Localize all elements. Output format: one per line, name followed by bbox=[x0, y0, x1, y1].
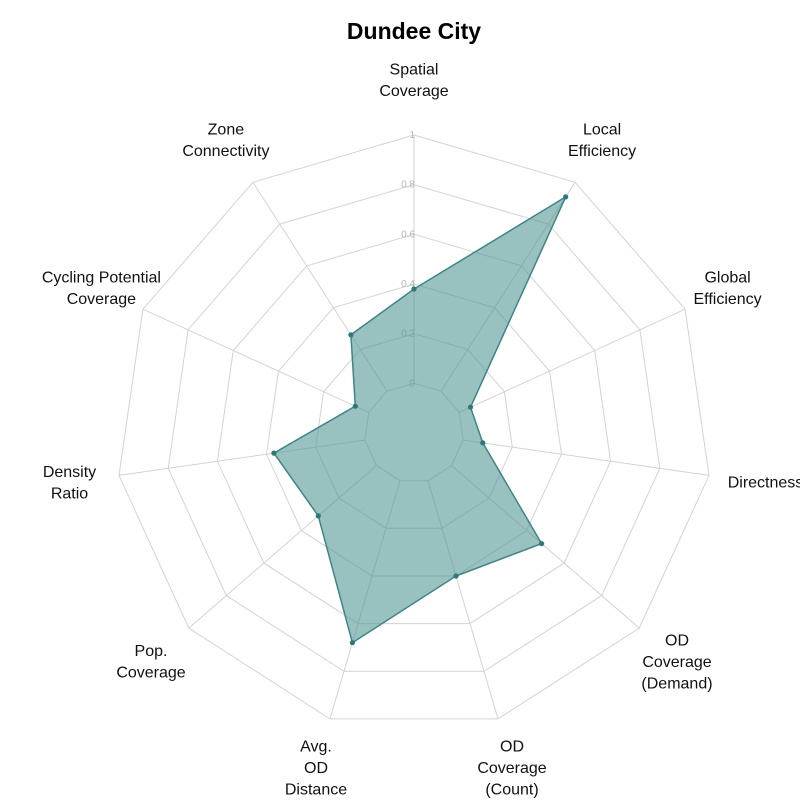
axis-label-line: Distance bbox=[285, 781, 347, 798]
series-point bbox=[453, 573, 459, 579]
axis-label: Pop. Coverage bbox=[116, 643, 185, 682]
axis-label-line: Zone bbox=[208, 122, 245, 139]
axis-label-line: Pop. bbox=[135, 643, 168, 660]
axis-label: Zone Connectivity bbox=[182, 122, 269, 161]
axis-label-line: Coverage bbox=[642, 654, 711, 671]
axis-label-line: Coverage bbox=[67, 291, 136, 308]
axis-label-line: Efficiency bbox=[694, 291, 762, 308]
grid-ring bbox=[216, 233, 612, 625]
series-point bbox=[352, 403, 358, 409]
axis-labels: Spatial Coverage Local Efficiency Global Effi… bbox=[42, 61, 800, 798]
radial-tick-label: 0.8 bbox=[401, 180, 415, 191]
axis-label-line: OD bbox=[304, 760, 328, 777]
series-point bbox=[411, 286, 417, 292]
axis-label-line: Directness bbox=[728, 475, 800, 492]
radial-tick-label: 0.4 bbox=[401, 279, 415, 290]
chart-title: Dundee City bbox=[347, 18, 481, 44]
axis-label: Local Efficiency bbox=[568, 122, 636, 161]
series-area bbox=[272, 195, 568, 644]
axis-label: Cycling Potential Coverage bbox=[42, 270, 161, 309]
grid-spoke bbox=[142, 308, 370, 413]
series-point bbox=[467, 404, 474, 410]
axis-label-line: (Count) bbox=[485, 781, 538, 798]
axis-label-line: Coverage bbox=[477, 760, 546, 777]
axis-label-line: Coverage bbox=[379, 83, 448, 100]
axis-label-line: Avg. bbox=[300, 738, 332, 755]
axis-label: OD Coverage (Demand) bbox=[641, 632, 712, 692]
series-point bbox=[563, 194, 569, 200]
series-point bbox=[271, 450, 277, 456]
series-point bbox=[349, 640, 355, 646]
axis-label-line: Density bbox=[43, 464, 96, 481]
grid-spoke bbox=[463, 439, 710, 476]
series-point bbox=[480, 440, 486, 446]
axis-label-line: Spatial bbox=[390, 61, 439, 78]
axis-label: Avg. OD Distance bbox=[285, 738, 347, 798]
series-point bbox=[315, 513, 321, 519]
axis-label-line: Global bbox=[704, 270, 750, 287]
axis-label-line: Ratio bbox=[51, 485, 88, 502]
grid-ring bbox=[167, 184, 661, 672]
axis-label-line: Cycling Potential bbox=[42, 270, 161, 287]
axis-label-line: OD bbox=[500, 738, 524, 755]
axis-label: Global Efficiency bbox=[694, 270, 762, 309]
series-point bbox=[539, 541, 545, 547]
series-point bbox=[348, 332, 354, 338]
axis-label-line: Coverage bbox=[116, 665, 185, 682]
axis-label: Spatial Coverage bbox=[379, 61, 448, 100]
axis-label: OD Coverage (Count) bbox=[477, 738, 546, 798]
radar-series bbox=[271, 194, 569, 646]
axis-label-line: Connectivity bbox=[182, 143, 269, 160]
radial-tick-label: 0.6 bbox=[401, 229, 415, 240]
grid-ring bbox=[118, 134, 710, 720]
grid-spoke bbox=[458, 308, 686, 413]
axis-label-line: Local bbox=[583, 122, 621, 139]
axis-label: Density Ratio bbox=[43, 464, 96, 503]
radial-tick-label: 1 bbox=[409, 130, 415, 141]
axis-label-line: OD bbox=[665, 632, 689, 649]
axis-label-line: Efficiency bbox=[568, 143, 636, 160]
axis-label: Directness bbox=[728, 475, 800, 492]
axis-label-line: (Demand) bbox=[641, 675, 712, 692]
